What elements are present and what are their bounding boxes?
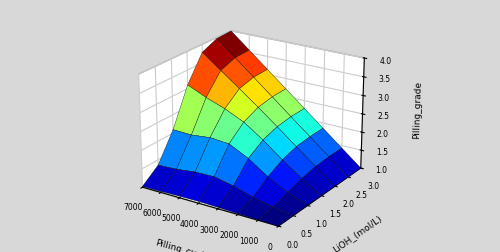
Y-axis label: LiOH_(mol/L): LiOH_(mol/L) (331, 214, 384, 252)
X-axis label: Pilling_cycles: Pilling_cycles (154, 238, 214, 252)
